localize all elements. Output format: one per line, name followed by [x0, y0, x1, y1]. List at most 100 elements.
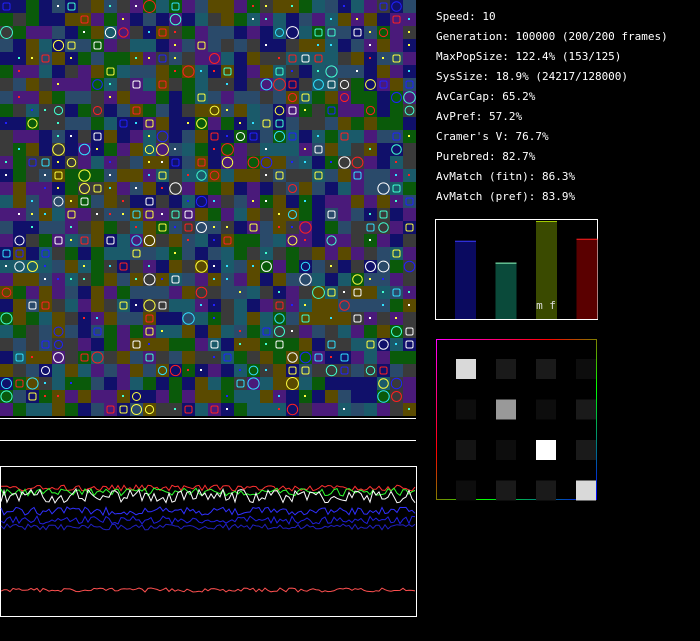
square — [392, 184, 401, 193]
ring — [53, 326, 64, 337]
ring — [286, 26, 299, 39]
tile — [104, 104, 117, 117]
ring — [325, 364, 338, 377]
square — [132, 80, 141, 89]
square — [80, 353, 89, 362]
square — [249, 223, 258, 232]
ring — [182, 312, 195, 325]
tile — [182, 338, 195, 351]
tile — [195, 0, 208, 13]
tile — [143, 182, 156, 195]
square — [223, 353, 232, 362]
tile — [169, 117, 182, 130]
square — [197, 158, 206, 167]
tile — [78, 390, 91, 403]
tile — [351, 377, 364, 390]
square — [379, 80, 388, 89]
tile — [273, 247, 286, 260]
ring — [195, 286, 208, 299]
tile — [91, 234, 104, 247]
tile — [325, 403, 338, 416]
tile — [208, 182, 221, 195]
dot — [304, 148, 306, 150]
tile — [195, 26, 208, 39]
tile — [91, 247, 104, 260]
tile — [325, 26, 338, 39]
tile — [104, 52, 117, 65]
tile — [91, 325, 104, 338]
tile — [312, 143, 325, 156]
tile — [195, 312, 208, 325]
dot — [213, 304, 215, 306]
tile — [26, 273, 39, 286]
tile — [0, 247, 13, 260]
tile — [403, 273, 416, 286]
tile — [247, 39, 260, 52]
tile — [65, 182, 78, 195]
tile — [26, 247, 39, 260]
tile — [221, 169, 234, 182]
tile — [208, 13, 221, 26]
tile — [130, 91, 143, 104]
ring — [78, 169, 91, 182]
square — [210, 132, 219, 141]
dot — [265, 44, 267, 46]
square — [340, 353, 349, 362]
dot — [226, 408, 228, 410]
tile — [65, 403, 78, 416]
dot — [31, 226, 33, 228]
dot — [265, 5, 267, 7]
tile — [273, 338, 286, 351]
tile — [377, 104, 390, 117]
tile — [338, 52, 351, 65]
tile — [208, 390, 221, 403]
tile — [117, 52, 130, 65]
dot — [83, 265, 85, 267]
tile — [299, 338, 312, 351]
stat-line: AvCarCap: 65.2% — [436, 90, 536, 103]
tile — [117, 65, 130, 78]
tile — [91, 403, 104, 416]
dot — [369, 278, 371, 280]
square — [119, 262, 128, 271]
dot — [213, 278, 215, 280]
square — [288, 80, 297, 89]
tile — [273, 39, 286, 52]
tile — [130, 286, 143, 299]
tile — [182, 247, 195, 260]
tile — [117, 169, 130, 182]
dot — [57, 122, 59, 124]
matrix-cell — [456, 399, 476, 420]
tile — [91, 0, 104, 13]
tile — [117, 182, 130, 195]
ring — [143, 0, 156, 13]
tile — [338, 169, 351, 182]
tile — [325, 182, 338, 195]
dot — [330, 18, 332, 20]
tile — [78, 156, 91, 169]
tile — [364, 325, 377, 338]
tile — [143, 351, 156, 364]
dot — [96, 317, 98, 319]
tile — [143, 325, 156, 338]
tile — [0, 0, 13, 13]
tile — [338, 39, 351, 52]
square — [392, 54, 401, 63]
tile — [351, 299, 364, 312]
tile — [286, 13, 299, 26]
ring — [261, 261, 272, 272]
tile — [273, 169, 286, 182]
tile — [0, 351, 13, 364]
tile — [52, 286, 65, 299]
tile — [221, 195, 234, 208]
tile — [156, 52, 169, 65]
tile — [39, 286, 52, 299]
tile — [195, 182, 208, 195]
dot — [382, 57, 384, 59]
tile — [221, 91, 234, 104]
tile — [403, 377, 416, 390]
ring — [209, 170, 220, 181]
tile — [130, 208, 143, 221]
ring — [286, 377, 299, 390]
tile — [312, 273, 325, 286]
